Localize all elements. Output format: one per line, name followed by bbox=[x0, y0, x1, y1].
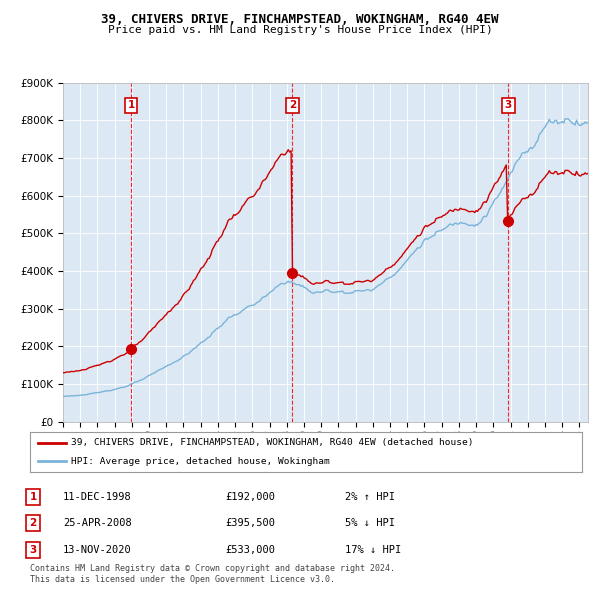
Text: £192,000: £192,000 bbox=[225, 492, 275, 502]
Text: 13-NOV-2020: 13-NOV-2020 bbox=[63, 545, 132, 555]
Text: 17% ↓ HPI: 17% ↓ HPI bbox=[345, 545, 401, 555]
Text: HPI: Average price, detached house, Wokingham: HPI: Average price, detached house, Woki… bbox=[71, 457, 330, 466]
Text: 3: 3 bbox=[505, 100, 512, 110]
Text: 3: 3 bbox=[29, 545, 37, 555]
Text: £395,500: £395,500 bbox=[225, 519, 275, 528]
Text: 39, CHIVERS DRIVE, FINCHAMPSTEAD, WOKINGHAM, RG40 4EW: 39, CHIVERS DRIVE, FINCHAMPSTEAD, WOKING… bbox=[101, 13, 499, 26]
Text: 25-APR-2008: 25-APR-2008 bbox=[63, 519, 132, 528]
Text: This data is licensed under the Open Government Licence v3.0.: This data is licensed under the Open Gov… bbox=[30, 575, 335, 584]
Text: 2: 2 bbox=[29, 519, 37, 528]
Text: 1: 1 bbox=[127, 100, 134, 110]
Text: Contains HM Land Registry data © Crown copyright and database right 2024.: Contains HM Land Registry data © Crown c… bbox=[30, 565, 395, 573]
Text: 2: 2 bbox=[289, 100, 296, 110]
Text: Price paid vs. HM Land Registry's House Price Index (HPI): Price paid vs. HM Land Registry's House … bbox=[107, 25, 493, 35]
Text: 2% ↑ HPI: 2% ↑ HPI bbox=[345, 492, 395, 502]
Text: 1: 1 bbox=[29, 492, 37, 502]
Text: 39, CHIVERS DRIVE, FINCHAMPSTEAD, WOKINGHAM, RG40 4EW (detached house): 39, CHIVERS DRIVE, FINCHAMPSTEAD, WOKING… bbox=[71, 438, 474, 447]
Text: £533,000: £533,000 bbox=[225, 545, 275, 555]
Text: 11-DEC-1998: 11-DEC-1998 bbox=[63, 492, 132, 502]
Text: 5% ↓ HPI: 5% ↓ HPI bbox=[345, 519, 395, 528]
